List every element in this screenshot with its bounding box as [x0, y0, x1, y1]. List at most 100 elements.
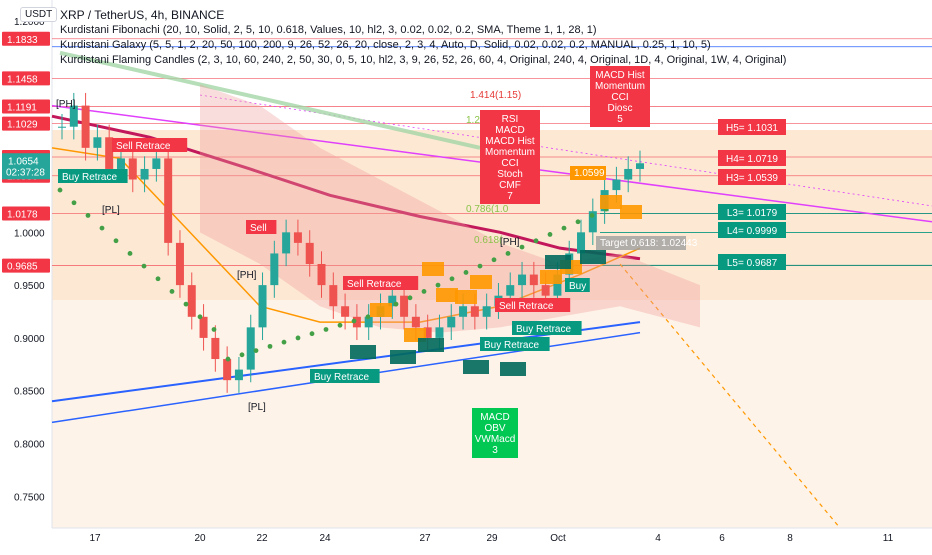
time-axis-label: 24	[319, 533, 331, 544]
sar-dot	[393, 301, 399, 307]
sar-dot	[267, 343, 273, 349]
sar-dot	[309, 331, 315, 337]
buy-retrace-tag-label: Buy Retrace	[484, 340, 539, 351]
pivot-low-label: [PL]	[102, 205, 120, 216]
chart-legend: XRP / TetherUS, 4h, BINANCE Kurdistani F…	[60, 8, 786, 68]
sar-dot	[421, 289, 427, 294]
pivot-high-label: [PH]	[237, 270, 257, 281]
candle-body	[152, 158, 161, 169]
sar-dot	[57, 187, 63, 193]
price-tag	[2, 116, 50, 131]
bearish-signal-box-middle-line: RSI	[502, 114, 519, 125]
pivot-level-box	[718, 222, 786, 238]
bearish-signal-box-middle	[480, 110, 540, 204]
sar-dot	[449, 276, 455, 282]
sar-dot	[463, 270, 469, 275]
candle-body	[317, 264, 326, 286]
sell-retrace-tag	[495, 298, 571, 312]
candle-body	[164, 158, 173, 243]
sar-dot	[435, 282, 441, 288]
candle-body	[435, 327, 444, 338]
price-tag	[2, 71, 50, 86]
pivot-level-label: H5= 1.1031	[726, 123, 778, 134]
buy-tag-label: Buy	[569, 281, 586, 292]
candle-body	[553, 274, 562, 296]
bearish-signal-box-top	[590, 66, 650, 127]
buy-retrace-tag-label: Buy Retrace	[314, 372, 369, 383]
sar-dot	[407, 295, 413, 301]
candle-body	[329, 285, 338, 307]
pivot-level-label: H3= 1.0539	[726, 173, 778, 184]
bullish-signal-box-line: MACD	[480, 412, 509, 423]
candle-body	[69, 105, 78, 127]
price-tag-label: 0.9685	[7, 262, 38, 273]
sar-dot	[519, 244, 525, 250]
dotted-trend	[199, 94, 932, 207]
sar-dot	[99, 225, 105, 231]
bearish-signal-box-middle-line: CMF	[499, 180, 521, 191]
orange-signal-box	[422, 262, 444, 276]
candle-body	[211, 337, 220, 360]
price-tag	[2, 99, 50, 114]
currency-button[interactable]: USDT	[20, 7, 58, 22]
pivot-low-label: [PL]	[248, 402, 266, 413]
time-axis-label: Oct	[550, 533, 566, 544]
sar-dot	[113, 238, 119, 244]
price-tag-label: 1.1191	[7, 103, 37, 114]
sar-dot	[295, 335, 301, 341]
teal-signal-box	[580, 250, 606, 264]
price-tag-label: 1.0178	[7, 210, 38, 221]
price-tick-label: 1.0000	[14, 228, 45, 239]
buy-retrace-tag	[58, 169, 128, 183]
bearish-signal-box-middle-line: Stoch	[497, 169, 523, 180]
candle-body	[246, 327, 255, 370]
time-axis-label: 29	[486, 533, 498, 544]
buy-retrace-tag-label: Buy Retrace	[62, 172, 117, 183]
sar-dot	[211, 327, 217, 332]
sar-dot	[505, 251, 511, 256]
legend-indicator-galaxy[interactable]: Kurdistani Galaxy (5, 5, 1, 2, 20, 50, 1…	[60, 39, 711, 51]
sell-tag-label: Sell	[250, 223, 267, 234]
pivot-level-box	[718, 169, 786, 185]
candle-body	[293, 232, 302, 243]
fib-level-label: 1.414(1.15)	[470, 90, 521, 101]
candle-body	[612, 179, 621, 191]
bullish-signal-box	[472, 408, 518, 458]
orange-signal-box	[600, 195, 622, 209]
legend-indicator-flaming-candles[interactable]: Kurdistani Flaming Candles (2, 3, 10, 60…	[60, 54, 787, 66]
bullish-signal-box-line: OBV	[484, 423, 505, 434]
sar-dot	[365, 314, 371, 320]
candle-body	[624, 168, 633, 180]
bearish-signal-box-middle-line: MACD Hist	[485, 136, 535, 147]
time-axis-label: 22	[256, 533, 268, 544]
pivot-level-box	[718, 254, 786, 270]
fib-level-label: 0.786(1.0	[466, 204, 509, 215]
price-tick-label: 0.8000	[14, 440, 45, 451]
candle-body	[518, 274, 527, 286]
time-axis-label: 17	[89, 533, 101, 544]
orange-signal-box	[436, 288, 458, 302]
teal-signal-box	[463, 360, 489, 374]
buy-tag	[565, 278, 590, 292]
sell-retrace-tag-label: Sell Retrace	[499, 301, 554, 312]
teal-signal-box	[500, 362, 526, 376]
candle-body	[577, 232, 586, 254]
ma-50	[51, 147, 641, 323]
candle-body	[447, 316, 456, 328]
candle-body	[352, 316, 361, 328]
pivot-level-box	[718, 119, 786, 135]
price-tag-label: 1.1458	[7, 74, 38, 85]
sar-dot	[197, 314, 203, 320]
price-tag	[2, 258, 50, 273]
candle-body	[116, 158, 125, 169]
bearish-signal-box-middle-line: 7	[507, 191, 513, 202]
pivot-level-label: L5= 0.9687	[727, 258, 778, 269]
bearish-signal-box-top-line: MACD Hist	[595, 70, 645, 81]
sar-dot	[253, 348, 259, 353]
legend-indicator-fibonachi[interactable]: Kurdistani Fibonachi (20, 10, Solid, 2, …	[60, 24, 597, 36]
time-axis-label: 6	[719, 533, 725, 544]
current-price-label: 1.0654	[8, 156, 39, 167]
price-tag	[2, 31, 50, 46]
sar-dot	[85, 213, 91, 218]
